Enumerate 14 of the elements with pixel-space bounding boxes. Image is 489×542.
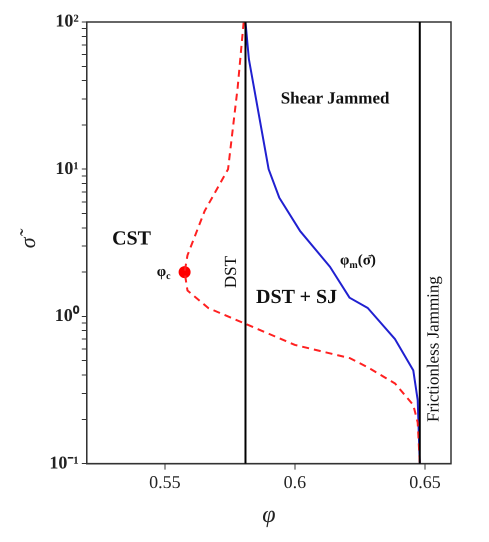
annotation: Shear Jammed	[280, 88, 390, 108]
y-tick-label: 10²	[55, 10, 79, 31]
y-tick-label: 10⁻¹	[49, 452, 79, 472]
y-tick-label: 10⁰	[54, 305, 80, 326]
x-axis-title: φ	[262, 502, 276, 528]
ref-line-label: DST	[220, 255, 240, 288]
annotation: CST	[112, 227, 152, 250]
x-tick-label: 0.55	[149, 472, 181, 492]
y-tick-label: 10¹	[55, 158, 79, 178]
annotation: DST + SJ	[256, 286, 338, 308]
y-axis-title: σ̃	[14, 228, 40, 248]
ref-line-label: Frictionless Jamming	[423, 276, 442, 422]
x-tick-label: 0.65	[409, 472, 441, 492]
x-tick-label: 0.6	[284, 472, 306, 492]
